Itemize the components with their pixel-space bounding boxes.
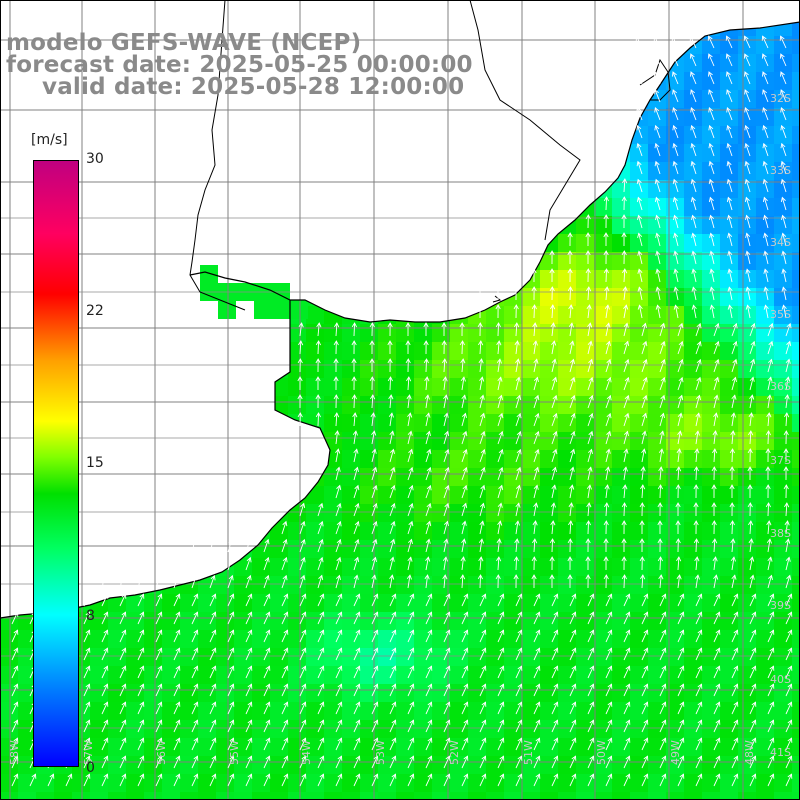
lon-label: 50W (595, 740, 608, 765)
lon-label: 51W (522, 740, 535, 765)
lon-label: 58W (8, 740, 21, 765)
lon-label: 53W (374, 740, 387, 765)
colorbar-tick-0: 0 (86, 760, 95, 776)
lon-label: 55W (228, 740, 241, 765)
lat-label: 40S (770, 673, 791, 686)
colorbar-tick-22: 22 (86, 303, 104, 319)
lat-label: 34S (770, 236, 791, 249)
wind-arrows (11, 35, 793, 787)
colorbar-unit: [m/s] (31, 132, 68, 148)
lat-label: 39S (770, 599, 791, 612)
lon-label: 52W (448, 740, 461, 765)
title-valid-date: valid date: 2025-05-28 12:00:00 (42, 74, 465, 100)
lat-label: 37S (770, 454, 791, 467)
lat-label: 35S (770, 308, 791, 321)
lat-label: 36S (770, 380, 791, 393)
title-model: modelo GEFS-WAVE (NCEP) (6, 30, 362, 56)
lon-label: 57W (82, 740, 95, 765)
lon-label: 48W (743, 740, 756, 765)
colorbar-tick-30: 30 (86, 151, 104, 167)
lat-label: 41S (770, 746, 791, 759)
title-forecast-date: forecast date: 2025-05-25 00:00:00 (6, 52, 473, 78)
colorbar-tick-15: 15 (86, 455, 104, 471)
grid-labels: 32S 33S 34S 35S 36S 37S 38S 39S 40S 41S 58W 57W 56W 5… (8, 92, 791, 765)
lon-label: 54W (300, 740, 313, 765)
lat-label: 38S (770, 527, 791, 540)
lat-label: 33S (770, 164, 791, 177)
coastline (0, 0, 800, 619)
lat-label: 32S (770, 92, 791, 105)
lon-label: 49W (669, 740, 682, 765)
colorbar-tick-8: 8 (86, 608, 95, 624)
lon-label: 56W (155, 740, 168, 765)
colorbar (33, 160, 79, 767)
